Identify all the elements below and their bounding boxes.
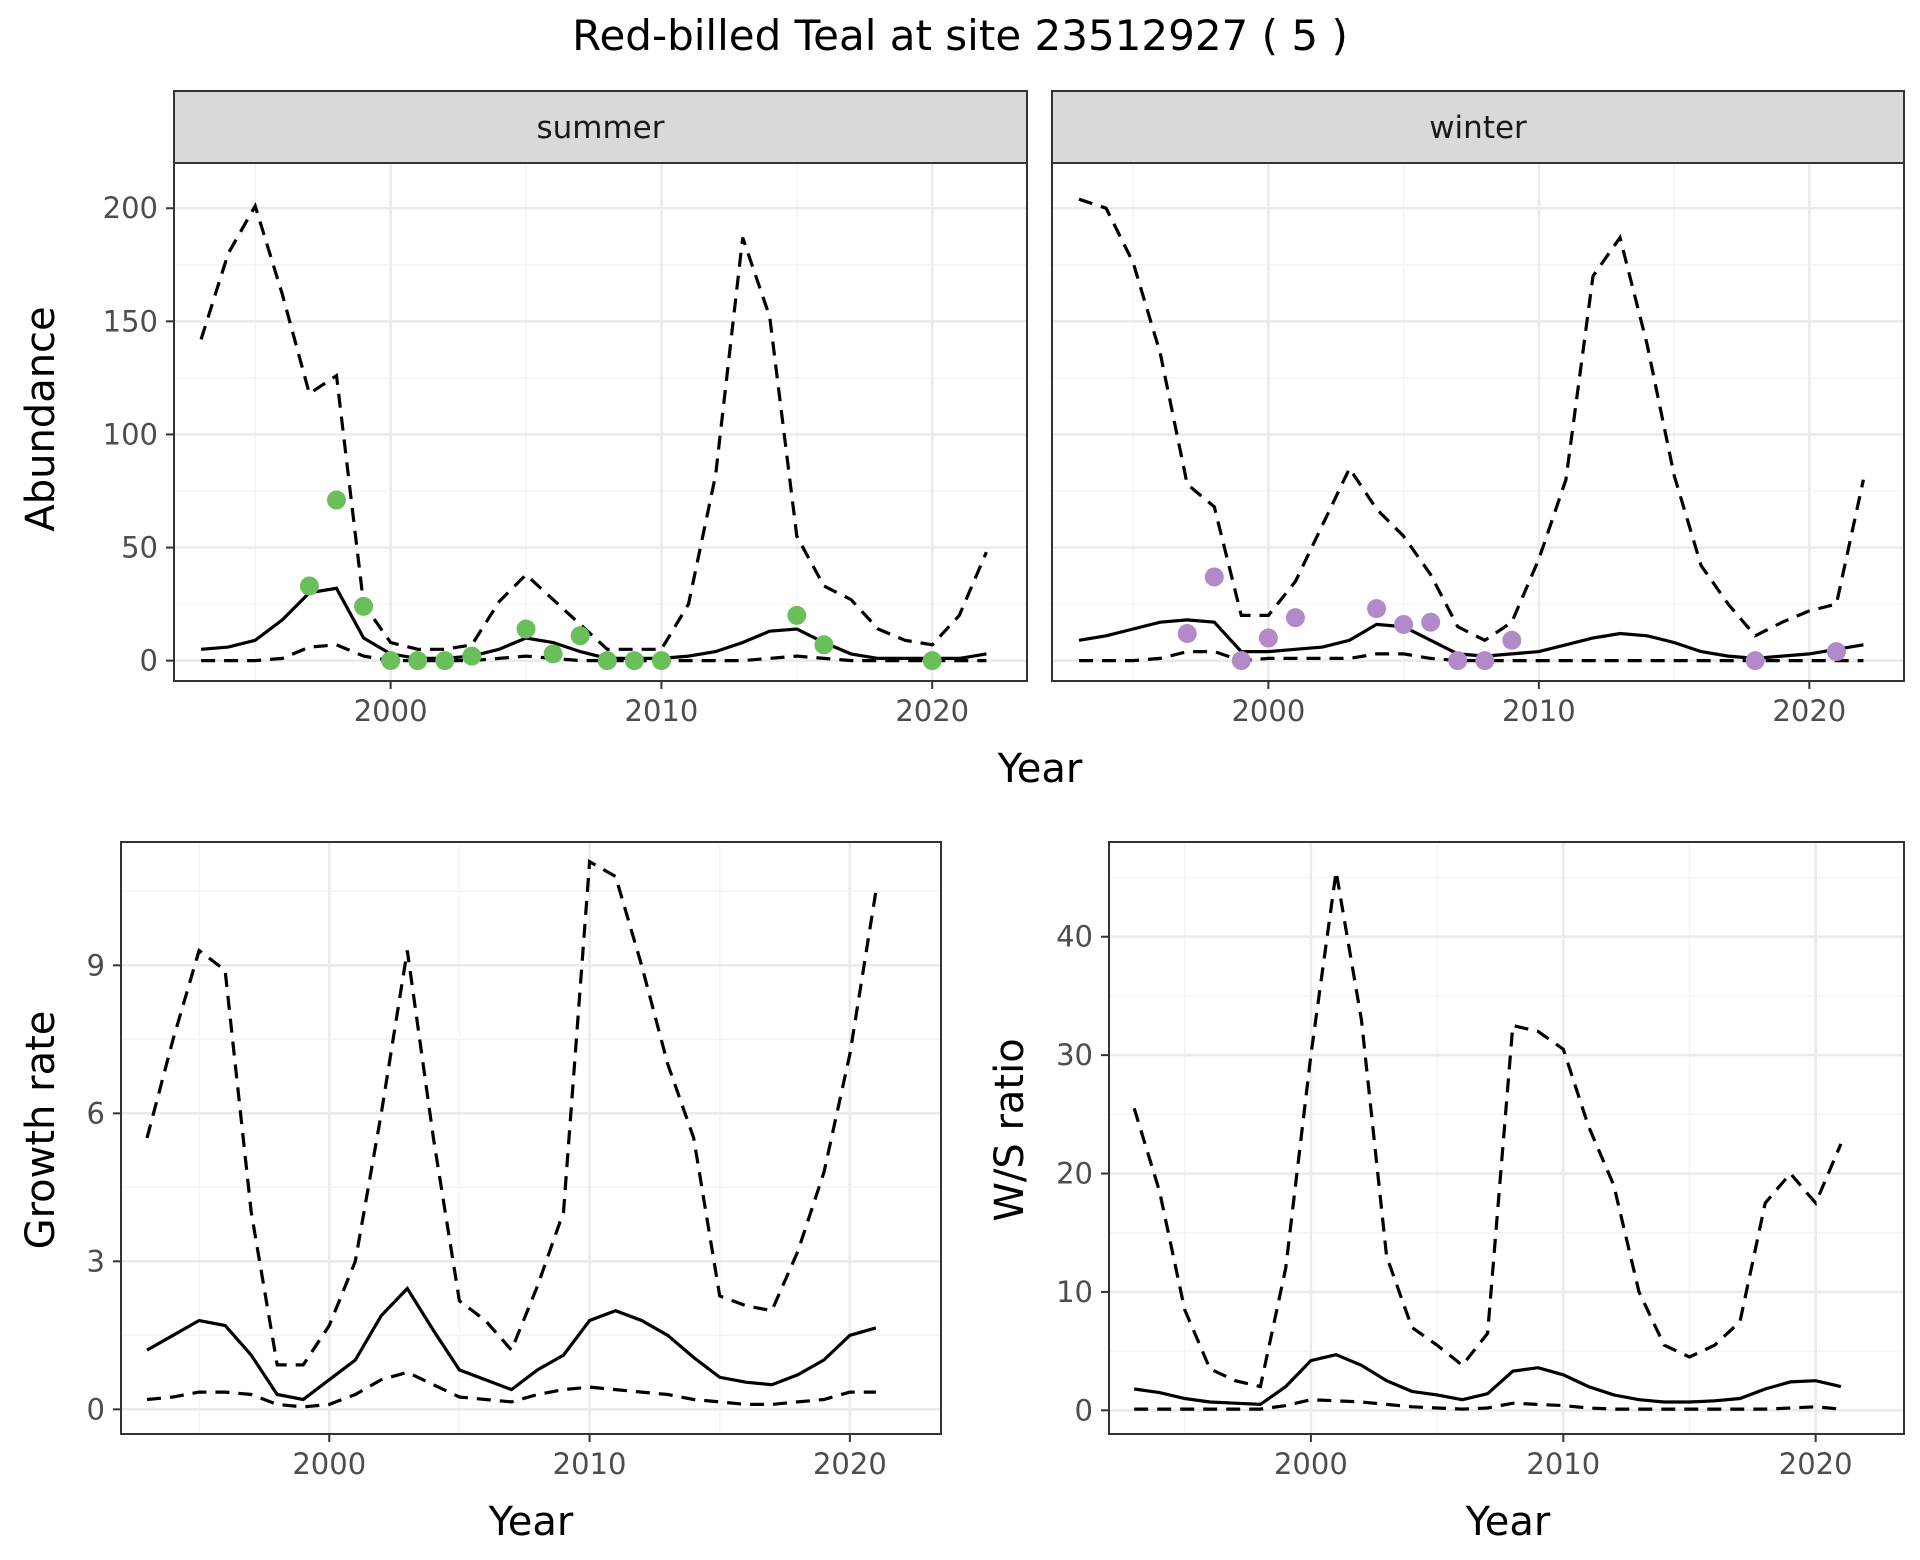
summer-data-point bbox=[326, 490, 346, 510]
ratio-y-tick-label: 0 bbox=[1075, 1393, 1093, 1427]
growth-x-axis-title: Year bbox=[488, 1499, 574, 1545]
summer-data-point bbox=[787, 605, 807, 625]
ratio-x-tick-label: 2020 bbox=[1779, 1447, 1853, 1481]
abundance-x-axis-title: Year bbox=[997, 746, 1083, 792]
growth-y-tick-label: 0 bbox=[87, 1392, 105, 1426]
winter-data-point bbox=[1204, 567, 1224, 587]
summer-x-tick-label: 2010 bbox=[625, 694, 699, 728]
summer-data-point bbox=[516, 619, 536, 639]
chart-title: Red-billed Teal at site 23512927 ( 5 ) bbox=[572, 11, 1348, 60]
ratio-median-line bbox=[1133, 1353, 1842, 1407]
panel-abundance-summer: 2000 2010 2020 0 50 100 150 200 summer bbox=[103, 90, 1028, 728]
summer-y-tick-label: 50 bbox=[121, 531, 158, 565]
growth-y-tick-label: 9 bbox=[87, 948, 105, 982]
ratio-y-tick-label: 30 bbox=[1056, 1038, 1093, 1072]
winter-data-point bbox=[1502, 630, 1522, 650]
growth-y-tick-label: 6 bbox=[87, 1096, 105, 1130]
winter-upper-line bbox=[1078, 197, 1865, 643]
winter-data-point bbox=[1231, 651, 1251, 671]
summer-data-point bbox=[597, 651, 617, 671]
winter-data-point bbox=[1285, 608, 1305, 628]
summer-y-tick-label: 100 bbox=[103, 417, 158, 451]
summer-x-tick-label: 2000 bbox=[354, 694, 428, 728]
summer-data-point bbox=[922, 651, 942, 671]
ratio-x-tick-label: 2010 bbox=[1526, 1447, 1600, 1481]
panel-abundance-winter: 2000 2010 2020 winter bbox=[1051, 90, 1905, 728]
winter-x-tick-label: 2010 bbox=[1502, 694, 1576, 728]
ratio-plot-background bbox=[1109, 842, 1904, 1434]
growth-x-tick-label: 2010 bbox=[553, 1447, 627, 1481]
panel-growth-rate: 2000 2010 2020 0 3 6 9 bbox=[87, 841, 942, 1481]
summer-x-tick-label: 2020 bbox=[895, 694, 969, 728]
ratio-y-tick-label: 20 bbox=[1056, 1157, 1093, 1191]
summer-data-point bbox=[543, 644, 563, 664]
winter-data-point bbox=[1367, 599, 1387, 619]
growth-x-tick-label: 2000 bbox=[292, 1447, 366, 1481]
winter-data-point bbox=[1745, 651, 1765, 671]
winter-data-point bbox=[1448, 651, 1468, 671]
summer-data-point bbox=[435, 651, 455, 671]
growth-x-tick-label: 2020 bbox=[813, 1447, 887, 1481]
summer-data-point bbox=[570, 626, 590, 646]
winter-plot-background bbox=[1052, 163, 1904, 681]
summer-plot-background bbox=[174, 163, 1027, 681]
ratio-x-axis-title: Year bbox=[1465, 1499, 1551, 1545]
growth-panel-border bbox=[120, 841, 942, 1435]
summer-data-point bbox=[354, 596, 374, 616]
summer-y-tick-label: 0 bbox=[140, 644, 158, 678]
abundance-y-axis-title: Abundance bbox=[18, 306, 64, 531]
summer-median-line bbox=[200, 586, 987, 660]
summer-strip bbox=[173, 90, 1028, 164]
summer-data-point bbox=[381, 651, 401, 671]
ratio-panel-border bbox=[1108, 841, 1905, 1435]
winter-data-point bbox=[1475, 651, 1495, 671]
summer-y-tick-label: 150 bbox=[103, 304, 158, 338]
growth-y-axis-title: Growth rate bbox=[18, 1011, 64, 1250]
summer-data-point bbox=[814, 635, 834, 655]
winter-median-line bbox=[1078, 618, 1864, 661]
winter-lower-line bbox=[1079, 650, 1864, 663]
ratio-lower-line bbox=[1134, 1398, 1842, 1411]
winter-data-point bbox=[1394, 614, 1414, 634]
summer-data-point bbox=[408, 651, 428, 671]
winter-data-point bbox=[1258, 628, 1278, 648]
ratio-x-tick-label: 2000 bbox=[1274, 1447, 1348, 1481]
growth-lower-line bbox=[146, 1370, 876, 1409]
growth-median-line bbox=[146, 1285, 877, 1402]
summer-upper-line bbox=[199, 201, 988, 651]
winter-data-point bbox=[1177, 623, 1197, 643]
winter-x-tick-label: 2000 bbox=[1231, 694, 1305, 728]
summer-data-point bbox=[462, 646, 482, 666]
ratio-y-tick-label: 10 bbox=[1056, 1275, 1093, 1309]
summer-data-point bbox=[624, 651, 644, 671]
growth-y-tick-label: 3 bbox=[87, 1244, 105, 1278]
summer-data-point bbox=[651, 651, 671, 671]
summer-y-tick-label: 200 bbox=[103, 191, 158, 225]
ratio-upper-line bbox=[1132, 871, 1843, 1389]
summer-data-point bbox=[299, 576, 319, 596]
panel-ws-ratio: 2000 2010 2020 0 10 20 30 40 bbox=[1056, 841, 1905, 1481]
growth-upper-line bbox=[145, 859, 878, 1367]
winter-x-tick-label: 2020 bbox=[1772, 694, 1846, 728]
ratio-y-axis-title: W/S ratio bbox=[987, 1038, 1033, 1221]
summer-strip-label: summer bbox=[536, 110, 664, 146]
ratio-y-tick-label: 40 bbox=[1056, 920, 1093, 954]
winter-strip-label: winter bbox=[1429, 110, 1527, 146]
winter-data-point bbox=[1826, 642, 1846, 662]
winter-strip bbox=[1051, 90, 1905, 164]
winter-data-point bbox=[1421, 612, 1441, 632]
summer-lower-line bbox=[201, 643, 987, 663]
